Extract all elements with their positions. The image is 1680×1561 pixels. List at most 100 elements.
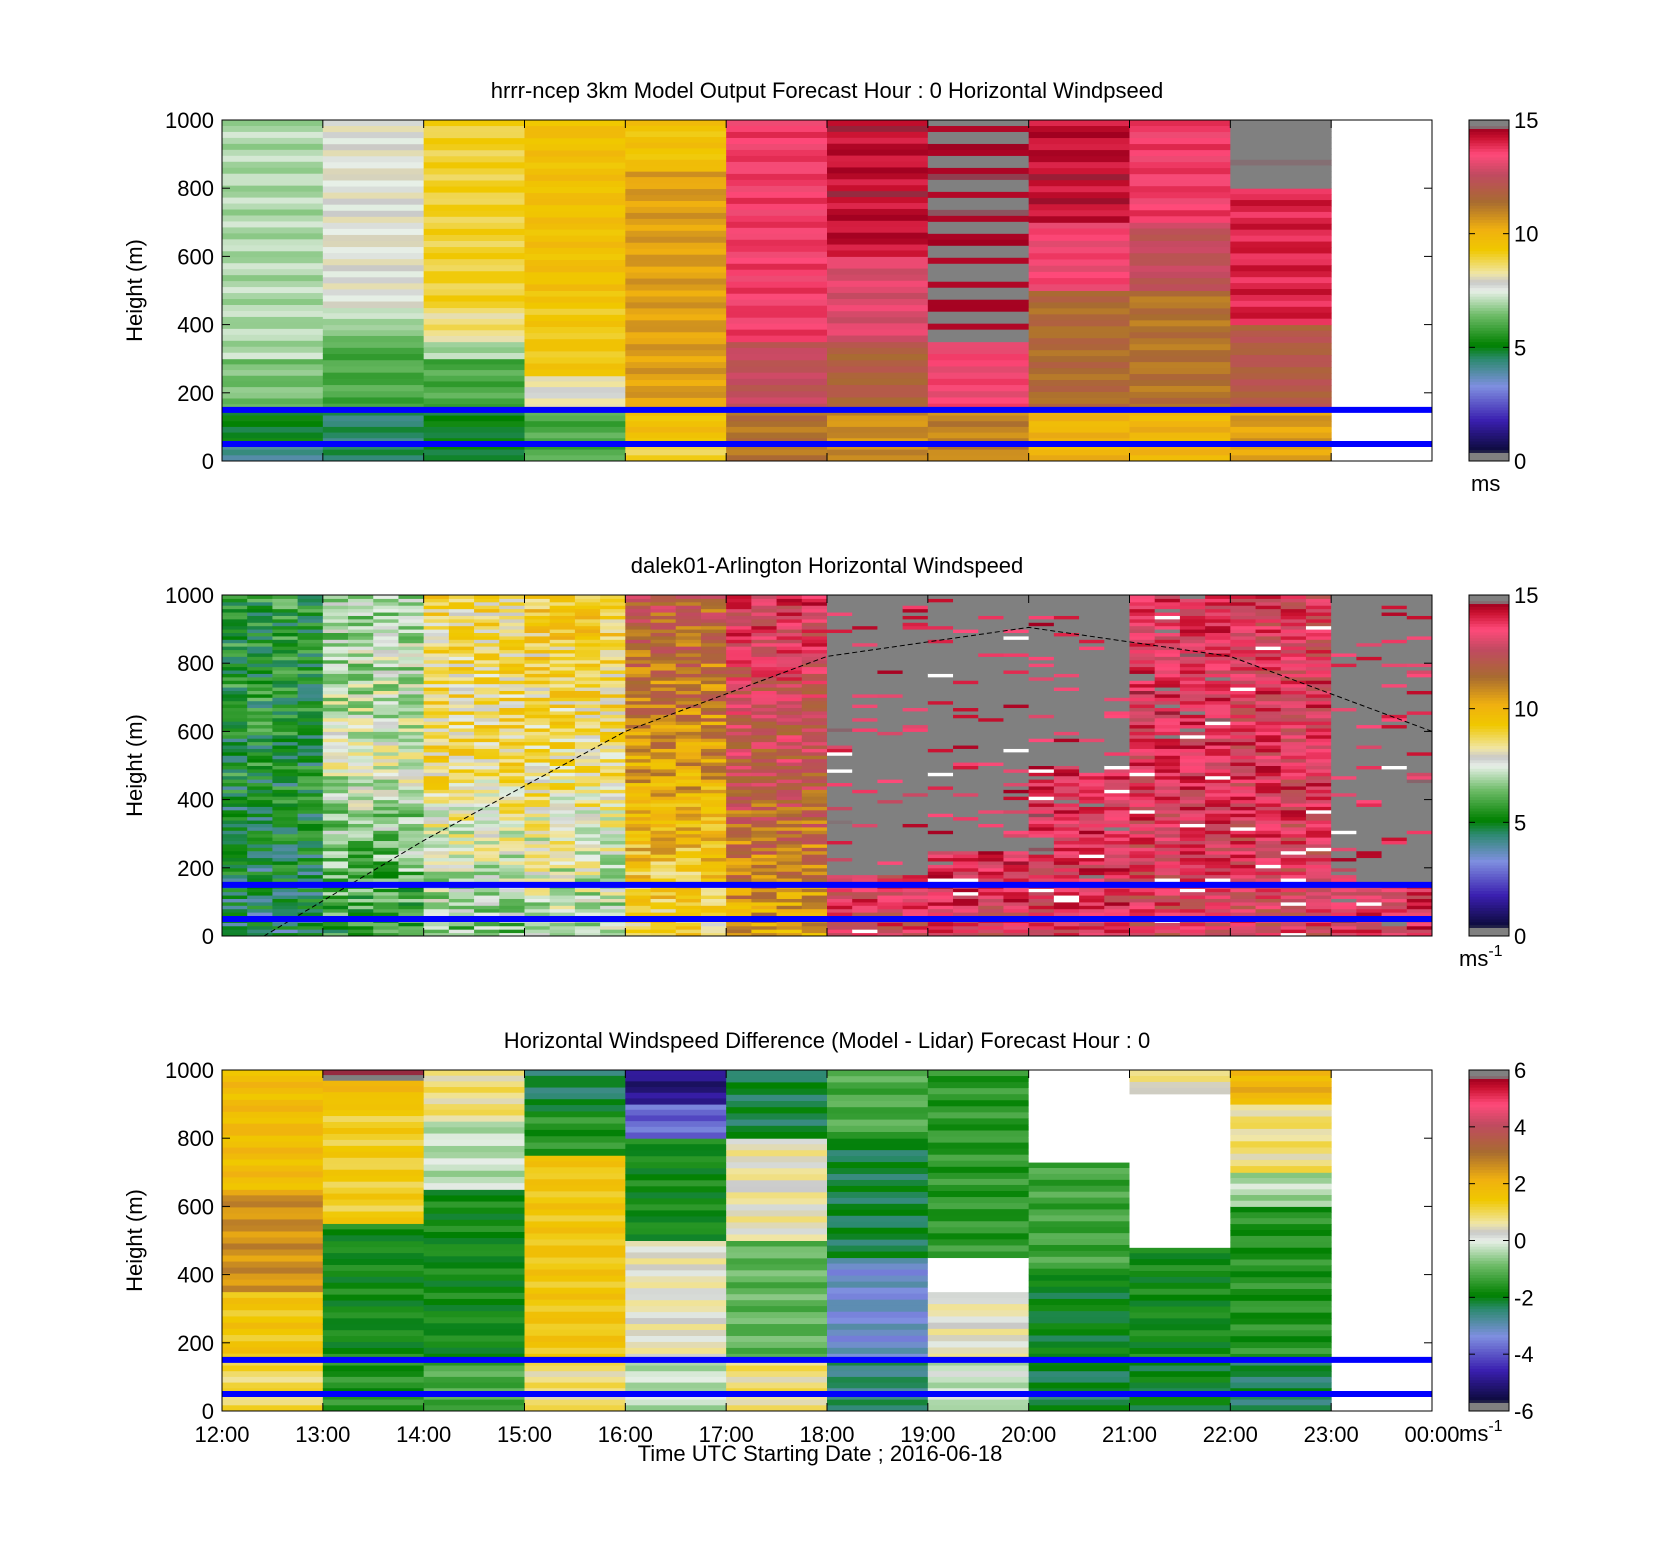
- heatmap-cell: [600, 639, 626, 644]
- heatmap-cell: [625, 362, 727, 369]
- heatmap-cell: [1003, 762, 1030, 766]
- heatmap-cell: [322, 652, 349, 657]
- heatmap-cell: [222, 398, 324, 405]
- heatmap-cell: [1053, 854, 1080, 859]
- heatmap-cell: [625, 415, 727, 422]
- heatmap-cell: [1079, 826, 1105, 831]
- heatmap-cell: [776, 680, 803, 685]
- heatmap-cell: [801, 745, 828, 749]
- heatmap-cell: [877, 847, 904, 852]
- heatmap-cell: [474, 854, 500, 859]
- heatmap-cell: [776, 850, 803, 855]
- heatmap-cell: [1003, 615, 1030, 620]
- heatmap-cell: [700, 724, 727, 729]
- heatmap-cell: [1104, 632, 1130, 637]
- heatmap-cell: [726, 796, 752, 801]
- heatmap-cell: [801, 820, 828, 824]
- heatmap-cell: [1053, 823, 1080, 828]
- heatmap-cell: [499, 816, 525, 821]
- heatmap-cell: [322, 283, 425, 290]
- heatmap-cell: [625, 765, 652, 770]
- colorbar-segment: [1469, 253, 1509, 257]
- heatmap-cell: [448, 922, 475, 927]
- heatmap-cell: [827, 173, 929, 180]
- heatmap-cell: [272, 908, 299, 913]
- heatmap-cell: [1028, 144, 1130, 151]
- heatmap-cell: [675, 806, 702, 811]
- heatmap-cell: [801, 860, 828, 865]
- heatmap-cell: [247, 748, 273, 753]
- heatmap-cell: [1179, 782, 1206, 787]
- heatmap-cell: [726, 449, 828, 456]
- heatmap-cell: [222, 310, 324, 318]
- heatmap-cell: [499, 878, 525, 882]
- heatmap-cell: [877, 605, 904, 610]
- heatmap-cell: [423, 779, 450, 784]
- heatmap-cell: [726, 833, 752, 838]
- heatmap-cell: [927, 281, 1030, 289]
- heatmap-cell: [726, 697, 752, 702]
- heatmap-cell: [297, 625, 324, 630]
- heatmap-cell: [1079, 833, 1105, 838]
- heatmap-cell: [499, 649, 525, 654]
- heatmap-cell: [1028, 687, 1055, 691]
- heatmap-cell: [1003, 908, 1030, 913]
- heatmap-cell: [1003, 816, 1030, 821]
- heatmap-cell: [978, 905, 1004, 910]
- heatmap-cell: [1179, 704, 1206, 709]
- heatmap-cell: [877, 816, 904, 821]
- heatmap-cell: [524, 857, 551, 862]
- heatmap-cell: [222, 799, 248, 804]
- heatmap-cell: [827, 820, 853, 824]
- heatmap-cell: [474, 649, 500, 654]
- heatmap-cell: [1079, 789, 1105, 794]
- heatmap-cell: [852, 857, 878, 862]
- heatmap-cell: [474, 912, 500, 917]
- heatmap-cell: [1053, 847, 1080, 852]
- heatmap-cell: [751, 676, 778, 681]
- heatmap-cell: [524, 932, 551, 937]
- heatmap-cell: [1154, 762, 1181, 766]
- heatmap-cell: [650, 642, 677, 647]
- heatmap-cell: [1129, 601, 1156, 606]
- heatmap-cell: [398, 796, 425, 801]
- heatmap-cell: [877, 666, 904, 671]
- heatmap-cell: [423, 612, 450, 616]
- heatmap-cell: [423, 755, 450, 760]
- heatmap-cell: [827, 220, 929, 228]
- heatmap-cell: [827, 131, 929, 139]
- colorbar-segment: [1469, 219, 1509, 223]
- heatmap-cell: [322, 714, 349, 719]
- heatmap-cell: [448, 717, 475, 722]
- heatmap-cell: [322, 126, 425, 133]
- heatmap-cell: [322, 663, 349, 668]
- heatmap-cell: [1129, 253, 1231, 260]
- heatmap-cell: [322, 397, 425, 405]
- heatmap-cell: [574, 847, 601, 852]
- heatmap-cell: [1129, 796, 1156, 801]
- heatmap-cell: [574, 806, 601, 811]
- heatmap-cell: [1003, 748, 1030, 753]
- heatmap-cell: [524, 925, 551, 930]
- heatmap-cell: [827, 625, 853, 630]
- heatmap-cell: [448, 823, 475, 828]
- heatmap-cell: [222, 149, 324, 157]
- heatmap-cell: [272, 608, 299, 613]
- heatmap-cell: [524, 314, 626, 322]
- heatmap-cell: [297, 768, 324, 773]
- heatmap-cell: [1230, 241, 1332, 249]
- heatmap-cell: [222, 673, 248, 678]
- heatmap-cell: [726, 191, 828, 199]
- heatmap-cell: [600, 792, 626, 797]
- heatmap-cell: [222, 155, 324, 163]
- heatmap-cell: [1129, 806, 1156, 811]
- heatmap-cell: [398, 639, 425, 644]
- heatmap-cell: [827, 700, 853, 705]
- heatmap-cell: [927, 354, 1030, 361]
- heatmap-cell: [902, 840, 929, 845]
- heatmap-cell: [322, 680, 349, 685]
- heatmap-cell: [978, 646, 1004, 651]
- colorbar-segment: [1469, 264, 1509, 269]
- heatmap-cell: [524, 409, 626, 417]
- heatmap-cell: [423, 697, 450, 702]
